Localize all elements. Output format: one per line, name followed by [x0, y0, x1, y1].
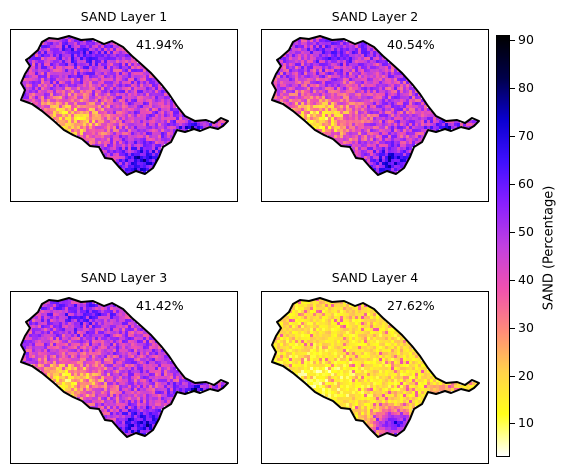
map-panel-1	[10, 29, 238, 202]
colorbar-tick	[510, 183, 515, 185]
colorbar-tick-label: 60	[518, 175, 534, 191]
map-layer-3	[20, 297, 229, 438]
colorbar-tick-label: 20	[518, 367, 534, 383]
panel-title-2: SAND Layer 2	[331, 9, 419, 24]
panel-title-1: SAND Layer 1	[80, 9, 168, 24]
colorbar-tick-label: 70	[518, 127, 534, 143]
colorbar-tick	[510, 87, 515, 89]
map-layer-4	[271, 297, 480, 438]
colorbar-tick	[510, 231, 515, 233]
colorbar-tick	[510, 135, 515, 137]
watershed-boundary	[271, 297, 480, 438]
sand-raster	[272, 298, 478, 436]
colorbar-tick	[510, 279, 515, 281]
colorbar-tick-label: 10	[518, 415, 534, 431]
sand-raster	[21, 36, 227, 174]
watershed-boundary	[20, 297, 229, 438]
colorbar-tick-label: 90	[518, 31, 534, 47]
colorbar-tick-label: 50	[518, 223, 534, 239]
panel-title-4: SAND Layer 4	[331, 270, 419, 285]
map-panel-4	[261, 291, 489, 464]
colorbar-tick-label: 80	[518, 79, 534, 95]
colorbar-tick	[510, 39, 515, 41]
colorbar-tick	[510, 375, 515, 377]
colorbar-title: SAND (Percentage)	[541, 185, 557, 311]
colorbar-tick-label: 40	[518, 271, 534, 287]
watershed-boundary	[20, 35, 229, 176]
watershed-boundary	[271, 35, 480, 176]
mean-label-2: 40.54%	[387, 37, 435, 52]
colorbar-tick	[510, 327, 515, 329]
colorbar-tick-label: 30	[518, 319, 534, 335]
map-panel-3	[10, 291, 238, 464]
map-layer-1	[20, 35, 229, 176]
panel-title-3: SAND Layer 3	[80, 270, 168, 285]
mean-label-1: 41.94%	[136, 37, 184, 52]
sand-raster	[21, 298, 227, 436]
map-layer-2	[271, 35, 480, 176]
sand-raster	[272, 36, 478, 174]
mean-label-4: 27.62%	[387, 298, 435, 313]
mean-label-3: 41.42%	[136, 298, 184, 313]
map-panel-2	[261, 29, 489, 202]
colorbar-tick	[510, 423, 515, 425]
colorbar	[496, 35, 510, 457]
